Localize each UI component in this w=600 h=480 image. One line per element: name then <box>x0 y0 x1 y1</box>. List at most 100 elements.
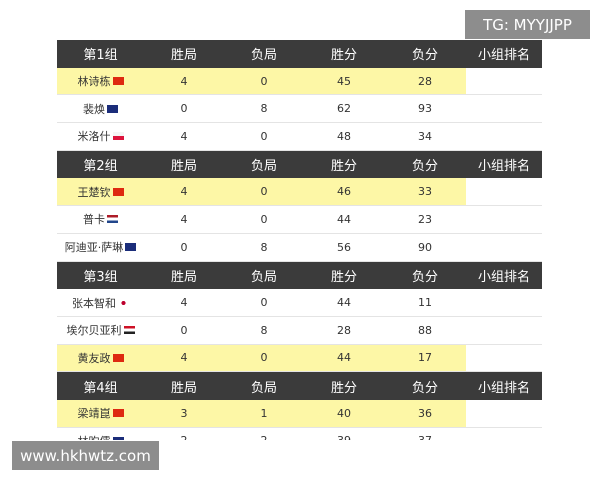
cell-text: 4 <box>180 351 188 365</box>
stat-cell: 0 <box>224 67 304 95</box>
cell-text: 1 <box>260 406 268 420</box>
stat-cell: 4 <box>144 206 224 233</box>
player-name: 张本智和 <box>57 289 144 316</box>
cell-text: 23 <box>418 212 432 226</box>
header-cell: 负分 <box>411 380 438 396</box>
flag-icon <box>112 353 124 362</box>
cell-text: 4 <box>180 74 188 88</box>
cell-text: 44 <box>337 212 351 226</box>
stat-cell: 0 <box>224 123 304 150</box>
stat-cell: 28 <box>304 317 384 344</box>
cell-text: 8 <box>260 323 268 337</box>
cell-text: 0 <box>260 185 268 199</box>
player-name: 梁靖崑 <box>57 399 144 427</box>
stat-cell: 8 <box>224 95 304 122</box>
cell-text: 4 <box>180 212 188 226</box>
stat-cell: 2 <box>224 428 304 440</box>
stat-cell: 39 <box>304 428 384 440</box>
cell-text: 埃尔贝亚利 <box>66 324 122 338</box>
cell-text: 林昀儒 <box>78 433 111 440</box>
flag-icon <box>123 326 135 335</box>
stat-cell: 4 <box>144 289 224 316</box>
stat-cell: 46 <box>304 178 384 206</box>
cell-text: 普卡 <box>83 213 105 227</box>
rank-cell <box>466 206 542 233</box>
stat-cell: 0 <box>224 344 304 372</box>
stat-cell: 17 <box>384 344 466 372</box>
cell-text: 4 <box>180 129 188 143</box>
flag-icon <box>125 243 137 252</box>
player-name: 普卡 <box>57 206 144 233</box>
stat-cell: 0 <box>224 289 304 316</box>
cell-text: 17 <box>418 351 432 365</box>
cell-text: 0 <box>180 323 188 337</box>
stat-cell: 1 <box>224 399 304 427</box>
stat-cell: 4 <box>144 344 224 372</box>
rank-cell <box>466 68 542 95</box>
flag-icon <box>112 77 124 86</box>
cell-text: 28 <box>337 323 351 337</box>
stat-cell: 4 <box>144 178 224 206</box>
player-row: 林诗栋 4 0 45 28 <box>57 67 542 96</box>
player-row: 王楚钦 4 0 46 33 <box>57 178 542 207</box>
cell-text: 45 <box>337 74 351 88</box>
header-cell: 第1组 <box>83 48 118 64</box>
cell-text: 3 <box>180 406 188 420</box>
stat-cell: 4 <box>144 123 224 150</box>
header-cell: 负分 <box>411 159 438 175</box>
cell-text: 林诗栋 <box>77 75 111 89</box>
stat-cell: 28 <box>384 67 466 95</box>
flag-icon <box>112 409 124 418</box>
header-cell: 负局 <box>250 159 277 175</box>
stat-cell: 88 <box>384 317 466 344</box>
header-cell: 胜分 <box>330 48 357 64</box>
rank-cell <box>466 95 542 122</box>
stat-cell: 3 <box>144 399 224 427</box>
cell-text: 阿迪亚·萨琳 <box>64 241 124 255</box>
stat-cell: 90 <box>384 234 466 261</box>
header-cell: 胜分 <box>330 159 357 175</box>
flag-icon <box>107 215 118 224</box>
player-name: 埃尔贝亚利 <box>57 317 144 344</box>
cell-text: 44 <box>337 351 351 365</box>
cell-text: 0 <box>180 240 188 254</box>
stat-cell: 36 <box>384 399 466 427</box>
flag-icon <box>112 187 124 196</box>
cell-text: 93 <box>418 102 432 116</box>
stat-cell: 45 <box>304 67 384 95</box>
player-name: 林诗栋 <box>57 67 144 95</box>
rank-cell <box>466 123 542 150</box>
cell-text: 米洛什 <box>77 130 111 144</box>
rank-cell <box>466 234 542 261</box>
group-header: 第2组 胜局 负局 胜分 负分 小组排名 <box>57 150 542 179</box>
rank-cell <box>466 289 542 316</box>
player-name: 王楚钦 <box>57 178 144 206</box>
cell-text: 48 <box>337 129 351 143</box>
cell-text: 90 <box>418 240 432 254</box>
rank-cell <box>466 400 542 427</box>
header-cell: 负分 <box>411 269 438 285</box>
cell-text: 46 <box>337 185 351 199</box>
stat-cell: 93 <box>384 95 466 122</box>
header-cell: 胜局 <box>170 380 197 396</box>
player-name: 米洛什 <box>57 123 144 150</box>
player-row: 裴焕 0 8 62 93 <box>57 95 542 124</box>
header-cell: 小组排名 <box>477 380 530 396</box>
player-name: 阿迪亚·萨琳 <box>57 234 144 261</box>
cell-text: 39 <box>337 434 351 440</box>
watermark: www.hkhwtz.com <box>12 441 159 470</box>
cell-text: 0 <box>260 212 268 226</box>
cell-text: 40 <box>337 406 351 420</box>
stat-cell: 0 <box>144 95 224 122</box>
player-name: 裴焕 <box>57 95 144 122</box>
cell-text: 33 <box>418 185 432 199</box>
flag-icon <box>112 436 124 440</box>
rank-cell <box>466 345 542 372</box>
cell-text: 8 <box>260 240 268 254</box>
cell-text: 张本智和 <box>72 296 116 310</box>
header-cell: 胜局 <box>170 48 197 64</box>
cell-text: 34 <box>418 129 432 143</box>
player-row: 埃尔贝亚利 0 8 28 88 <box>57 317 542 345</box>
flag-icon <box>118 298 129 307</box>
